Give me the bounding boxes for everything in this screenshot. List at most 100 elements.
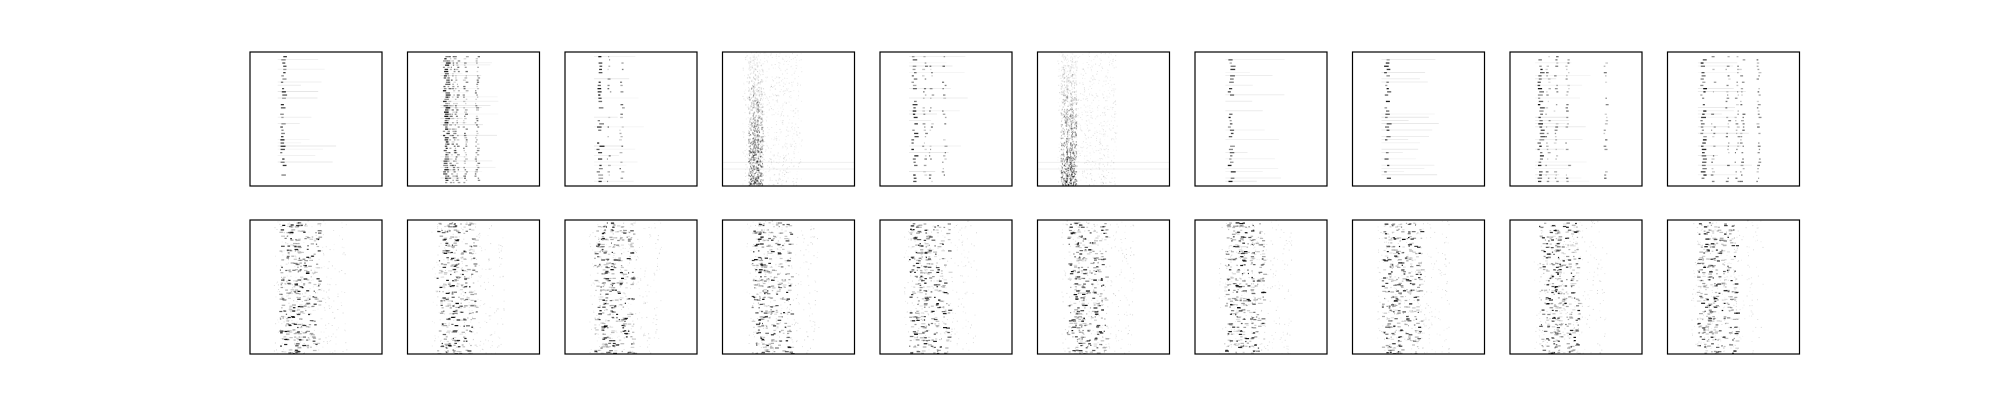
heatmap-cell	[1063, 94, 1065, 97]
heatmap-cell	[1062, 99, 1064, 101]
heatmap-cell	[440, 105, 491, 106]
heatmap-cell	[752, 138, 754, 140]
heatmap-cell	[1063, 72, 1065, 74]
heatmap-cell	[1080, 146, 1082, 148]
heatmap-cell	[760, 118, 762, 120]
heatmap-cell	[748, 150, 750, 152]
heatmap-cell	[786, 129, 788, 131]
heatmap-cell	[436, 261, 438, 263]
heatmap-cell	[1069, 182, 1071, 185]
heatmap-cell	[748, 153, 750, 155]
heatmap-cell	[1070, 105, 1071, 107]
heatmap-cell	[488, 260, 489, 262]
heatmap-cell	[758, 124, 760, 126]
heatmap-cell	[1726, 91, 1729, 93]
heatmap-cell	[1068, 104, 1070, 106]
heatmap-cell	[767, 61, 768, 63]
heatmap-cell	[1062, 144, 1064, 146]
heatmap-cell	[768, 68, 770, 70]
heatmap-cell	[782, 58, 784, 60]
heatmap-cell	[299, 225, 303, 227]
heatmap-cell	[1072, 172, 1074, 174]
heatmap-cell	[1076, 84, 1078, 86]
heatmap-cell	[1063, 159, 1065, 162]
heatmap-cell	[1085, 72, 1087, 74]
heatmap-cell	[303, 345, 307, 347]
heatmap-cell	[758, 117, 760, 119]
heatmap-cell	[1106, 100, 1108, 102]
heatmap-cell	[755, 172, 756, 174]
heatmap-cell	[1064, 87, 1066, 89]
heatmap-cell	[752, 99, 754, 102]
heatmap-cell	[594, 126, 644, 128]
heatmap-cell	[454, 124, 456, 126]
heatmap-cell	[766, 97, 768, 99]
heatmap-cell	[1381, 164, 1435, 166]
heatmap-cell	[753, 179, 755, 182]
heatmap-cell	[1076, 171, 1078, 173]
heatmap-cell	[1713, 126, 1716, 128]
heatmap-cell	[1071, 166, 1073, 168]
heatmap-cell	[304, 299, 308, 302]
heatmap-cell	[1074, 131, 1076, 134]
heatmap-cell	[1069, 177, 1071, 180]
heatmap-cell	[748, 177, 750, 180]
heatmap-cell	[754, 97, 756, 100]
heatmap-cell	[1062, 137, 1064, 139]
heatmap-cell	[777, 155, 779, 157]
heatmap-cell	[1071, 148, 1073, 151]
heatmap-cell	[313, 296, 318, 298]
heatmap-cell	[1102, 145, 1103, 147]
heatmap-cell	[312, 349, 317, 352]
heatmap-cell	[752, 149, 754, 151]
heatmap-cell	[757, 108, 759, 110]
heatmap-cell	[755, 178, 757, 180]
heatmap-cell	[763, 53, 765, 54]
heatmap-cell	[1070, 181, 1072, 184]
heatmap-cell	[777, 152, 779, 154]
heatmap-cell	[1106, 122, 1107, 123]
heatmap-cell	[784, 173, 786, 175]
heatmap-cell	[286, 299, 287, 300]
heatmap-cell	[1079, 155, 1081, 156]
heatmap-cell	[1067, 131, 1069, 133]
heatmap-cell	[292, 316, 296, 318]
heatmap-cell	[1700, 78, 1704, 80]
heatmap-cell	[1109, 64, 1110, 66]
heatmap-cell	[756, 56, 758, 58]
heatmap-cell	[1061, 169, 1063, 170]
heatmap-cell	[1071, 127, 1073, 130]
heatmap-cell	[1061, 176, 1063, 178]
heatmap-cell	[752, 148, 754, 151]
heatmap-cell	[762, 138, 764, 140]
heatmap-cell	[1065, 131, 1067, 133]
heatmap-cell	[758, 76, 760, 78]
heatmap-cell	[463, 100, 466, 103]
heatmap-cell	[761, 183, 763, 185]
heatmap-cell	[756, 88, 758, 91]
heatmap-cell	[772, 99, 774, 101]
heatmap-cell	[747, 104, 749, 106]
heatmap-cell	[1070, 152, 1072, 154]
heatmap-cell	[751, 177, 753, 180]
heatmap-cell	[1726, 65, 1730, 67]
heatmap-cell	[1076, 184, 1078, 186]
heatmap-cell	[1566, 104, 1569, 106]
heatmap-cell	[497, 336, 499, 338]
heatmap-cell	[1066, 96, 1068, 99]
heatmap-cell	[312, 286, 314, 288]
heatmap-cell	[451, 117, 455, 120]
heatmap-cell	[620, 91, 624, 93]
heatmap-cell	[750, 134, 752, 136]
heatmap-cell	[757, 101, 759, 103]
heatmap-cell	[762, 113, 764, 116]
heatmap-cell	[1109, 80, 1111, 82]
heatmap-cell	[305, 299, 310, 301]
heatmap-cell	[345, 224, 347, 226]
heatmap-cell	[750, 175, 751, 178]
heatmap-cell	[749, 158, 750, 160]
heatmap-cell	[1113, 67, 1115, 69]
heatmap-cell	[318, 339, 320, 340]
heatmap-cell	[621, 171, 625, 173]
heatmap-cell	[306, 271, 310, 273]
